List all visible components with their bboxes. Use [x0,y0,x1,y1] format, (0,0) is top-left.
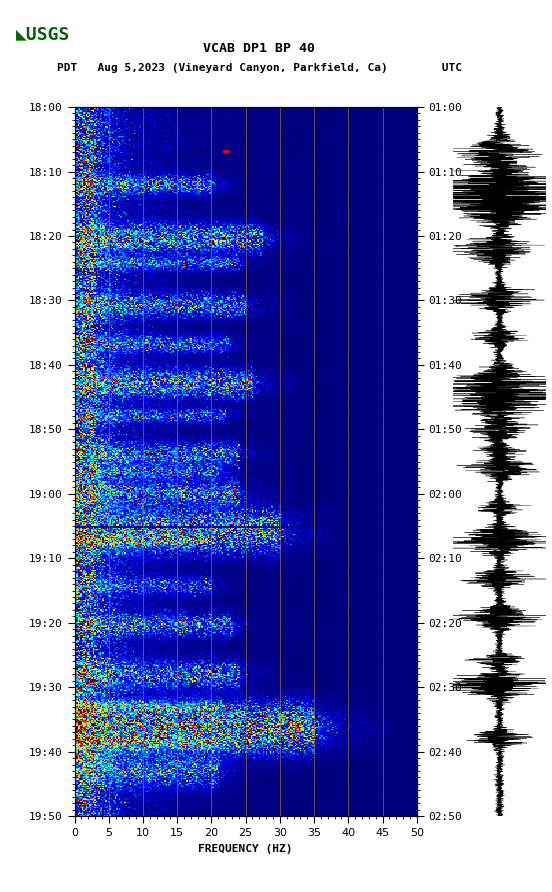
Text: ◣USGS: ◣USGS [15,25,70,43]
X-axis label: FREQUENCY (HZ): FREQUENCY (HZ) [198,844,293,854]
Text: VCAB DP1 BP 40: VCAB DP1 BP 40 [204,42,315,54]
Text: PDT   Aug 5,2023 (Vineyard Canyon, Parkfield, Ca)        UTC: PDT Aug 5,2023 (Vineyard Canyon, Parkfie… [57,62,462,73]
